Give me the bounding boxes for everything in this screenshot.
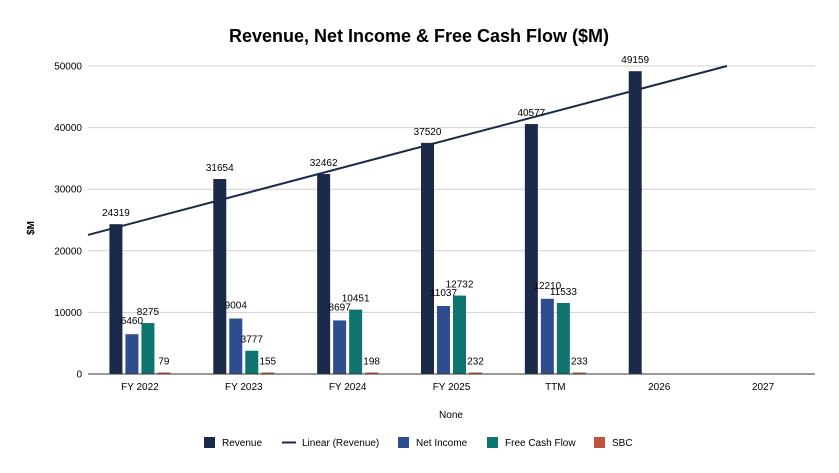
data-label: 79: [158, 357, 170, 368]
y-axis-title: $M: [26, 221, 37, 235]
data-label: 10451: [342, 294, 370, 305]
bar-free-cash-flow: [453, 295, 466, 374]
data-label: 232: [467, 357, 484, 368]
y-tick-label: 10000: [54, 308, 82, 319]
legend-swatch: [204, 437, 215, 448]
legend: Revenue Linear (Revenue) Net Income Free Ca…: [204, 437, 633, 449]
x-tick-label: FY 2023: [225, 382, 263, 393]
data-label: 6460: [121, 316, 144, 327]
x-tick-label: TTM: [545, 382, 566, 393]
bar-net-income: [125, 334, 139, 374]
legend-label: Linear (Revenue): [302, 438, 379, 449]
data-labels: 24319 31654 32462 37520 40577 49159 6460 9004 86…: [102, 55, 650, 367]
bar-free-cash-flow: [556, 302, 570, 374]
legend-swatch: [487, 437, 498, 448]
y-tick-label: 0: [76, 370, 82, 381]
x-tick-label: FY 2024: [329, 382, 367, 393]
bar-sbc: [469, 372, 482, 374]
bar-revenue: [317, 174, 331, 374]
bar-net-income: [333, 320, 347, 374]
bar-sbc: [157, 372, 171, 374]
legend-label: Revenue: [222, 438, 262, 449]
bar-net-income: [229, 318, 243, 374]
data-label: 11533: [550, 287, 578, 298]
data-label: 31654: [206, 163, 234, 174]
bars: [109, 71, 642, 375]
data-label: 11037: [430, 288, 458, 299]
data-label: 3777: [241, 335, 264, 346]
data-label: 24319: [102, 208, 130, 219]
bar-sbc: [572, 372, 586, 374]
trendline-group: [87, 65, 728, 236]
x-axis-ticks: FY 2022 FY 2023 FY 2024 FY 2025 TTM 2026 2027: [121, 382, 775, 393]
data-label: 198: [363, 357, 380, 368]
x-tick-label: 2027: [752, 382, 775, 393]
y-tick-label: 50000: [54, 62, 82, 73]
data-label: 49159: [621, 55, 649, 66]
legend-label: SBC: [612, 438, 633, 449]
bar-sbc: [365, 372, 379, 374]
legend-label: Free Cash Flow: [505, 438, 576, 449]
bar-revenue: [213, 179, 227, 374]
data-label: 37520: [414, 127, 442, 138]
bar-free-cash-flow: [349, 309, 363, 374]
x-tick-label: 2026: [648, 382, 671, 393]
x-tick-label: FY 2025: [433, 382, 471, 393]
bar-free-cash-flow: [141, 323, 155, 374]
trendline: [87, 65, 728, 236]
y-tick-label: 40000: [54, 123, 82, 134]
bar-revenue: [421, 142, 434, 374]
data-label: 155: [259, 357, 276, 368]
y-axis-ticks: 0 10000 20000 30000 40000 50000: [54, 62, 82, 381]
data-label: 233: [571, 357, 588, 368]
legend-swatch: [398, 437, 409, 448]
gridlines: [88, 65, 815, 313]
chart-title: Revenue, Net Income & Free Cash Flow ($M…: [229, 26, 609, 46]
x-tick-label: FY 2022: [121, 382, 159, 393]
legend-label: Net Income: [416, 438, 468, 449]
data-label: 8697: [329, 302, 352, 313]
data-label: 12210: [533, 281, 561, 292]
bar-net-income: [540, 298, 554, 374]
bar-sbc: [261, 372, 275, 374]
y-tick-label: 30000: [54, 185, 82, 196]
data-label: 40577: [517, 108, 545, 119]
data-label: 8275: [137, 307, 160, 318]
y-tick-label: 20000: [54, 246, 82, 257]
bar-free-cash-flow: [245, 350, 259, 374]
data-label: 9004: [225, 301, 248, 312]
data-label: 32462: [310, 158, 338, 169]
bar-revenue: [628, 71, 642, 375]
data-label: 12732: [446, 280, 474, 291]
bar-net-income: [437, 306, 450, 374]
bar-revenue: [109, 224, 123, 374]
x-axis-title: None: [439, 410, 463, 421]
legend-swatch: [594, 437, 605, 448]
bar-revenue: [524, 124, 538, 374]
